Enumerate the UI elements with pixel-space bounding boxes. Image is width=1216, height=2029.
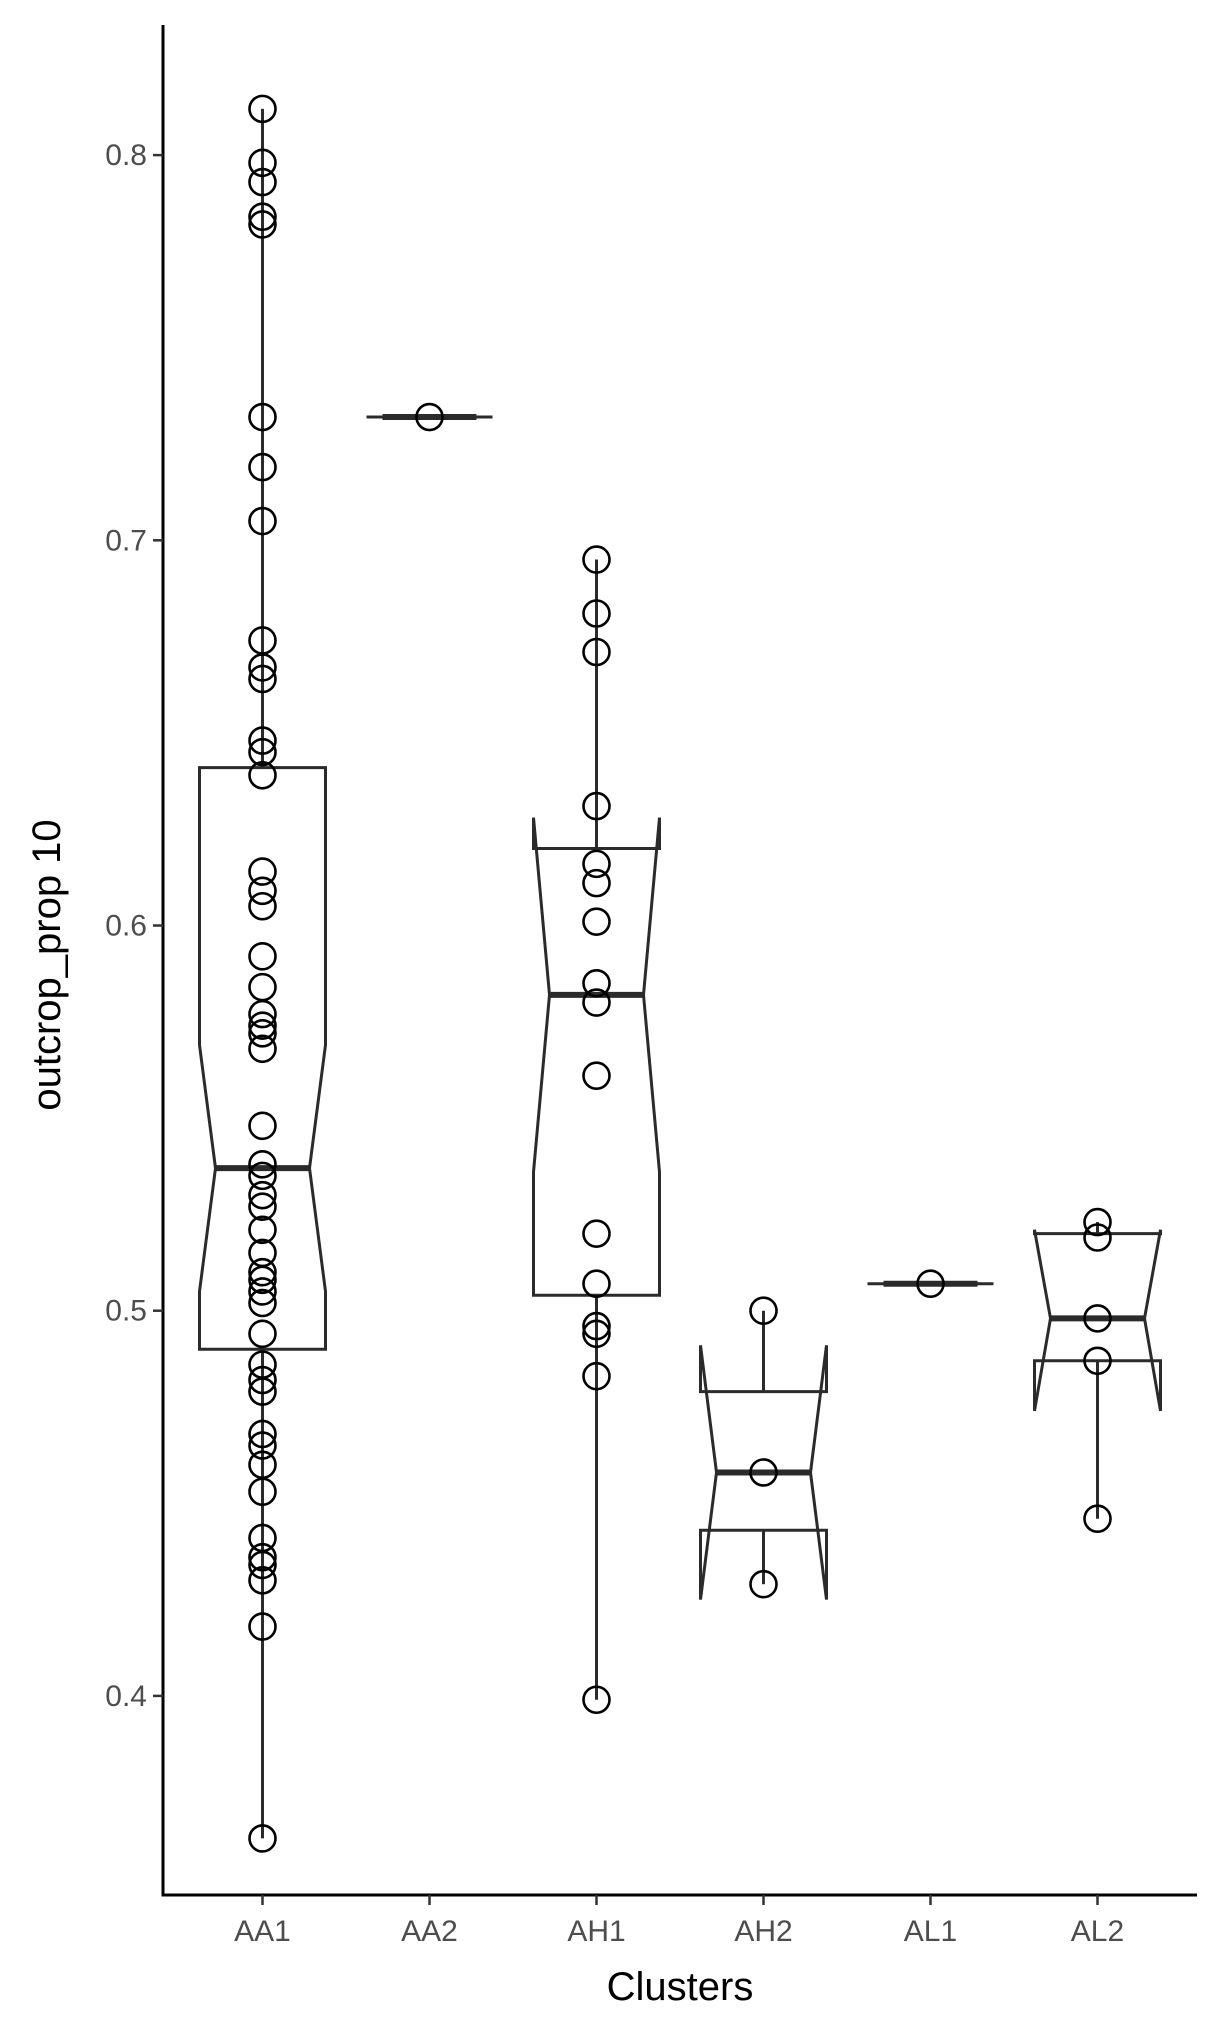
data-point-aa1: [248, 1431, 277, 1460]
data-point-aa2: [415, 402, 444, 432]
data-point-aa1: [248, 1111, 277, 1141]
x-tick-label: AL1: [904, 1915, 957, 1948]
data-point-aa1: [248, 148, 277, 178]
data-point-ah1: [582, 868, 611, 898]
data-point-aa1: [248, 857, 277, 886]
data-point-aa1: [248, 1150, 277, 1179]
x-axis-title: Clusters: [607, 1965, 754, 2009]
data-point-aa1: [248, 1257, 277, 1287]
box-aa1: [198, 108, 327, 1839]
data-point-al2: [1083, 1207, 1112, 1237]
data-point-ah1: [582, 599, 611, 628]
data-point-aa1: [248, 1011, 277, 1040]
data-point-aa1: [248, 1265, 277, 1295]
data-point-aa1: [248, 452, 277, 482]
data-point-aa1: [248, 1377, 277, 1406]
data-point-ah1: [582, 1219, 611, 1248]
data-point-aa1: [248, 1319, 277, 1349]
data-point-aa1: [248, 653, 277, 682]
y-tick-label: 0.6: [105, 910, 147, 943]
points-layer: [248, 94, 1112, 1853]
data-point-aa1: [248, 1365, 277, 1395]
data-point-aa1: [248, 506, 277, 536]
y-tick-label: 0.4: [105, 1680, 147, 1713]
data-point-ah1: [582, 968, 611, 998]
data-point-aa1: [248, 972, 277, 1002]
data-point-ah2: [749, 1569, 778, 1599]
data-point-aa1: [248, 942, 277, 971]
box-ah1: [532, 559, 661, 1700]
data-point-aa1: [248, 1542, 277, 1572]
x-tick-label: AL2: [1071, 1915, 1124, 1948]
data-point-al2: [1083, 1346, 1112, 1376]
y-tick-label: 0.8: [105, 139, 147, 172]
x-tick-label: AH2: [734, 1915, 792, 1948]
data-point-aa1: [248, 726, 277, 755]
data-point-ah1: [582, 1361, 611, 1391]
x-tick-label: AA1: [234, 1915, 291, 1948]
data-point-aa1: [248, 1566, 277, 1595]
data-point-ah1: [582, 1061, 611, 1091]
box-al2: [1033, 1222, 1162, 1519]
data-point-aa1: [248, 1288, 277, 1318]
data-point-ah1: [582, 1269, 611, 1299]
box-outline: [699, 1345, 828, 1600]
data-point-ah1: [582, 637, 611, 667]
data-point-al1: [916, 1269, 945, 1299]
x-tick-label: AH1: [567, 1915, 625, 1948]
data-point-aa1: [248, 1612, 277, 1641]
data-point-aa1: [248, 1477, 277, 1507]
y-tick-label: 0.7: [105, 524, 147, 557]
data-point-aa1: [248, 1019, 277, 1048]
x-tick-label: AA2: [401, 1915, 458, 1948]
data-point-aa1: [248, 876, 277, 906]
data-point-al2: [1083, 1223, 1112, 1252]
y-tick-label: 0.5: [105, 1295, 147, 1328]
boxes-layer: [198, 108, 1162, 1839]
data-point-aa1: [248, 891, 277, 921]
box-ah2: [699, 1310, 828, 1600]
data-point-aa1: [248, 1550, 277, 1580]
data-point-ah1: [582, 1311, 611, 1341]
data-point-ah1: [582, 849, 611, 879]
data-point-aa1: [248, 402, 277, 432]
data-point-aa1: [248, 1192, 277, 1221]
data-point-ah1: [582, 791, 611, 821]
box-outline: [532, 817, 661, 1297]
box-outline: [1033, 1229, 1162, 1412]
data-point-ah1: [582, 1685, 611, 1715]
data-point-aa1: [248, 737, 277, 767]
y-axis-title: outcrop_prop 10: [25, 819, 69, 1110]
data-point-ah1: [582, 988, 611, 1017]
data-point-aa1: [248, 999, 277, 1029]
data-point-aa1: [248, 202, 277, 232]
data-point-al2: [1083, 1504, 1112, 1534]
data-point-aa1: [248, 1180, 277, 1210]
data-point-aa1: [248, 1034, 277, 1064]
data-point-ah2: [749, 1458, 778, 1487]
data-point-aa1: [248, 1419, 277, 1449]
data-point-aa1: [248, 94, 277, 124]
data-point-aa1: [248, 760, 277, 790]
data-point-aa1: [248, 1161, 277, 1191]
data-point-aa1: [248, 167, 277, 197]
data-point-aa1: [248, 210, 277, 239]
data-point-aa1: [248, 1824, 277, 1853]
data-point-al2: [1083, 1304, 1112, 1333]
data-point-ah1: [582, 907, 611, 936]
data-point-aa1: [248, 1215, 277, 1245]
data-point-aa1: [248, 664, 277, 694]
box-outline: [198, 766, 327, 1351]
data-point-aa1: [248, 1277, 277, 1306]
data-point-ah1: [582, 545, 611, 574]
data-point-ah2: [749, 1296, 778, 1325]
data-point-ah1: [582, 1319, 611, 1349]
axes-layer: 0.4 0.5 0.6 0.7 0.8 AA1 AA2 AH1 AH2 AL1 AL2: [105, 25, 1197, 1948]
